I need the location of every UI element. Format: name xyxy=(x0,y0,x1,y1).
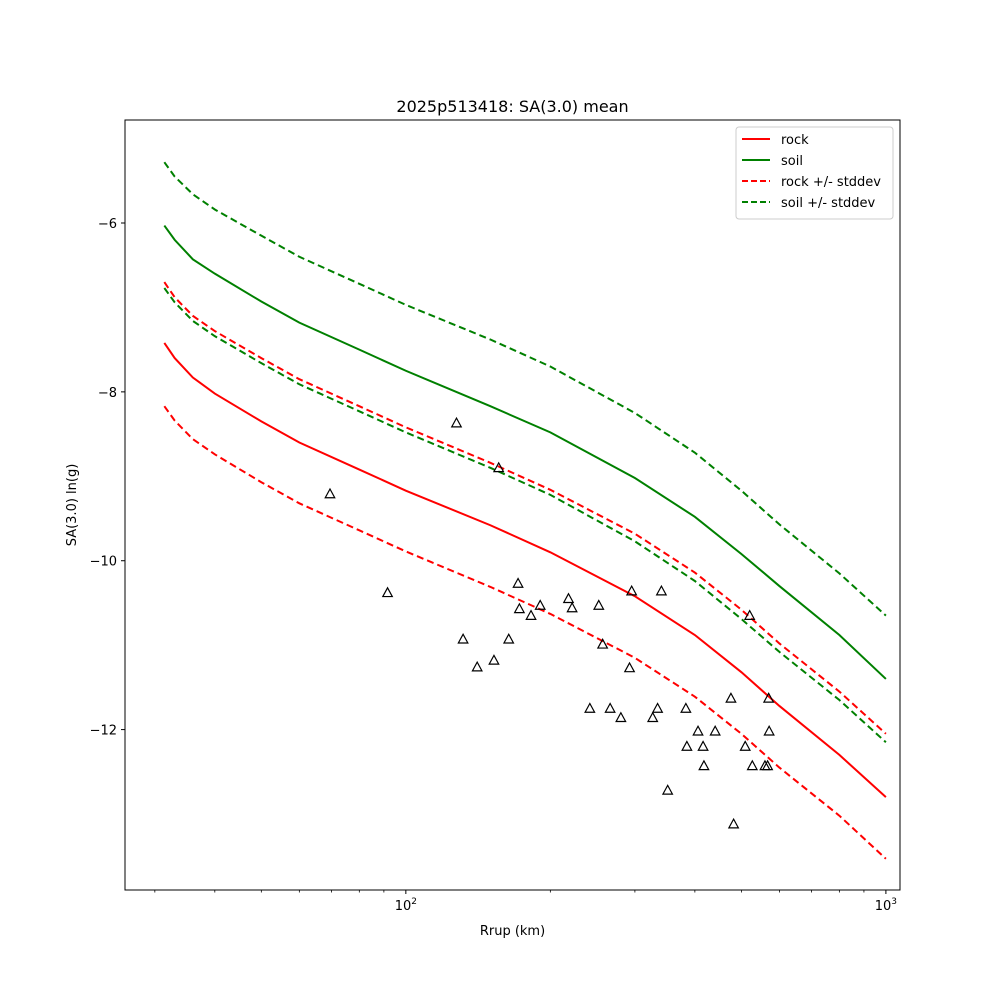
observation-marker xyxy=(584,702,596,713)
plot-frame xyxy=(124,119,901,891)
observation-marker xyxy=(763,725,775,736)
observation-marker xyxy=(739,740,751,751)
x-tick-label: 102 xyxy=(395,897,417,914)
series-line-3-dashed xyxy=(163,405,887,860)
observation-marker xyxy=(471,660,483,672)
series-line-5-dashed xyxy=(163,287,887,743)
legend-label: soil +/- stddev xyxy=(781,196,876,211)
legend-label: rock xyxy=(781,133,809,148)
x-axis: 102 103 xyxy=(154,890,897,914)
legend: rock soil rock +/- stddev soil +/- stddev xyxy=(735,126,894,220)
observation-marker xyxy=(681,740,693,751)
observation-marker xyxy=(604,702,616,713)
observation-marker xyxy=(566,601,578,613)
y-tick-label: −10 xyxy=(90,555,117,570)
observation-marker xyxy=(593,599,605,610)
observation-marker xyxy=(457,632,469,644)
y-axis-label: SA(3.0) ln(g) xyxy=(65,464,80,547)
observation-marker xyxy=(661,784,674,795)
plot-lines xyxy=(163,161,887,860)
observation-marker xyxy=(655,584,668,596)
observation-marker xyxy=(562,592,575,604)
observation-marker xyxy=(488,654,500,665)
observation-marker xyxy=(746,759,759,771)
observation-marker xyxy=(709,725,721,736)
legend-box xyxy=(735,126,894,220)
observation-marker xyxy=(596,638,609,649)
observation-marker xyxy=(502,632,515,644)
observation-marker xyxy=(525,609,537,620)
x-tick-label: 103 xyxy=(875,897,897,914)
observation-marker xyxy=(725,692,737,703)
observation-marker xyxy=(698,759,710,771)
observation-marker xyxy=(623,661,636,673)
observation-marker xyxy=(381,586,394,598)
x-axis-label: Rrup (km) xyxy=(480,924,545,939)
observation-marker xyxy=(492,461,505,473)
legend-label: rock +/- stddev xyxy=(781,175,881,190)
observation-marker xyxy=(534,599,546,610)
chart-title: 2025p513418: SA(3.0) mean xyxy=(396,97,628,116)
observation-marker xyxy=(625,584,638,596)
legend-label: soil xyxy=(781,154,803,169)
series-line-2-dashed xyxy=(163,281,887,735)
observation-marker xyxy=(743,609,756,620)
y-axis: −12 −10 −8 −6 xyxy=(90,217,125,739)
series-line-0-solid xyxy=(163,342,887,798)
series-line-1-solid xyxy=(163,224,887,680)
y-tick-label: −12 xyxy=(90,724,117,739)
y-tick-label: −6 xyxy=(98,217,117,232)
observation-marker xyxy=(450,416,463,428)
observation-marker xyxy=(692,725,704,736)
y-tick-label: −8 xyxy=(98,386,117,401)
series-line-4-dashed xyxy=(163,161,887,617)
observation-marker xyxy=(651,702,664,713)
observation-marker xyxy=(646,711,659,723)
observation-marker xyxy=(761,759,774,771)
plot-markers xyxy=(324,416,775,829)
observation-marker xyxy=(762,692,775,703)
observation-marker xyxy=(697,740,709,751)
observation-marker xyxy=(513,602,526,614)
observation-marker xyxy=(512,577,524,588)
observation-marker xyxy=(615,711,627,723)
observation-marker xyxy=(324,487,336,499)
observation-marker xyxy=(680,702,692,713)
observation-marker xyxy=(727,817,740,829)
